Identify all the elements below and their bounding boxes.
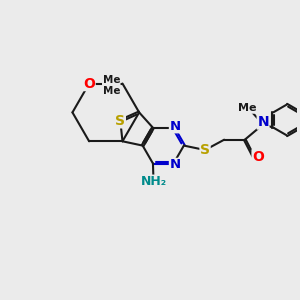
Text: N: N	[169, 158, 181, 171]
Text: Me: Me	[103, 86, 120, 96]
Text: NH₂: NH₂	[140, 175, 166, 188]
Text: N: N	[169, 120, 181, 133]
Text: S: S	[115, 114, 125, 128]
Text: O: O	[83, 76, 95, 91]
Text: Me: Me	[238, 103, 256, 113]
Text: Me: Me	[103, 75, 120, 85]
Text: S: S	[200, 143, 210, 157]
Text: O: O	[252, 150, 264, 164]
Text: N: N	[257, 115, 269, 129]
